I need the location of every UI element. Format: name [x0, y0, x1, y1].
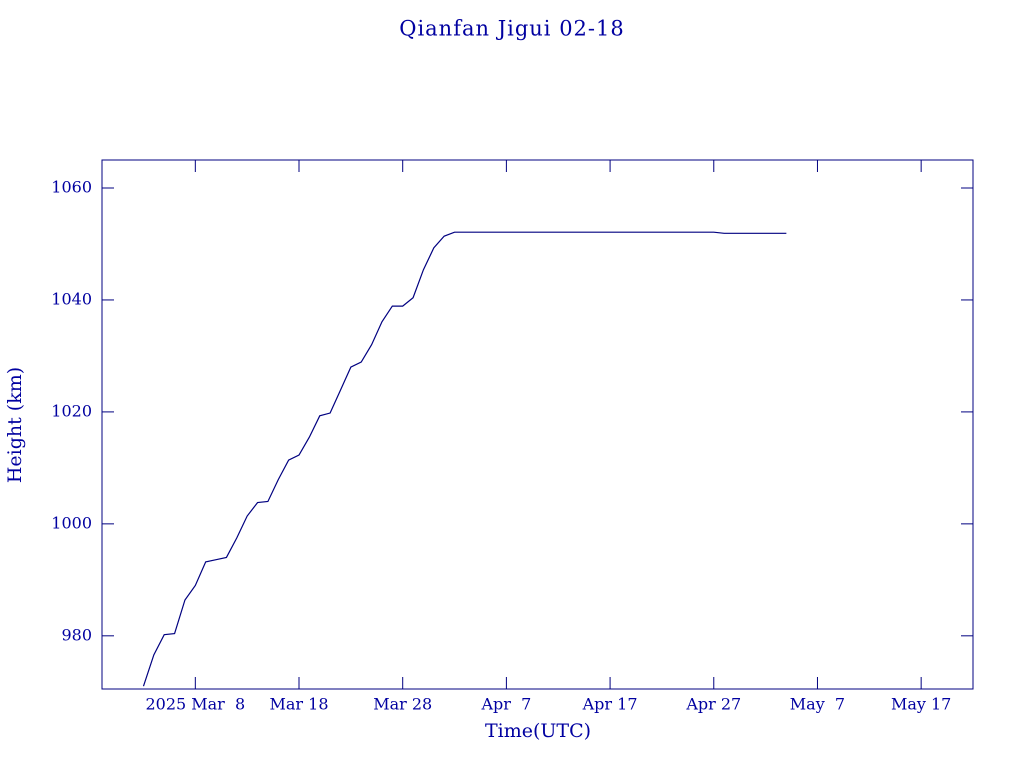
- y-tick-label: 1040: [51, 289, 92, 308]
- y-tick-label: 980: [61, 625, 92, 644]
- x-tick-label: May 7: [790, 695, 845, 714]
- data-line: [142, 231, 787, 687]
- x-tick-label: Apr 7: [480, 695, 531, 714]
- x-tick-label: Apr 17: [582, 695, 638, 714]
- x-tick-label: 2025 Mar 8: [145, 695, 245, 714]
- y-axis-label: Height (km): [4, 367, 26, 483]
- plot-frame: [101, 159, 974, 690]
- y-tick-label: 1000: [51, 513, 92, 532]
- y-tick-label: 1060: [51, 177, 92, 196]
- x-tick-label: Apr 27: [685, 695, 741, 714]
- x-tick-label: Mar 18: [270, 695, 329, 714]
- x-tick-label: Mar 28: [373, 695, 432, 714]
- x-axis-label: Time(UTC): [485, 720, 591, 742]
- y-tick-label: 1020: [51, 401, 92, 420]
- x-tick-label: May 17: [891, 695, 951, 714]
- chart-title: Qianfan Jigui 02-18: [399, 17, 625, 41]
